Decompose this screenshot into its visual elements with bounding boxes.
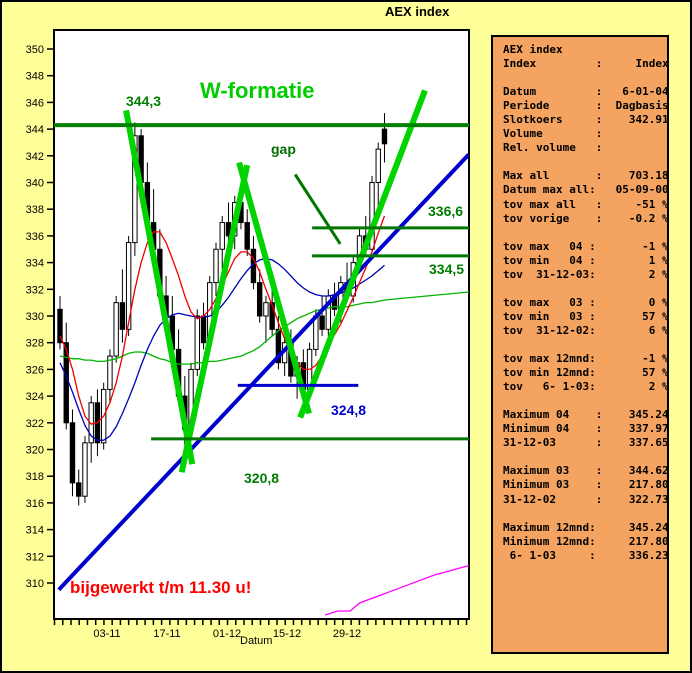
panel-line: Maximum 12mnd: 345.24 [503,520,669,534]
panel-line: Slotkoers : 342.91 [503,113,669,127]
w-formation-line-seg0 [123,109,196,465]
svg-text:350: 350 [26,44,44,56]
panel-line: tov max 04 : -1 % [503,239,669,253]
level-label-344-3: 344,3 [126,93,162,109]
y-axis: 350 348 346 344 342 340 338 336 334 332 330 328 326 3… [26,44,54,590]
w-formation-line-seg2 [236,161,312,415]
w-formation-line-seg1 [178,164,251,473]
svg-text:29-12: 29-12 [333,628,361,640]
panel-line: tov max 12mnd: -1 % [503,352,669,366]
panel-line [503,71,667,85]
svg-text:342: 342 [26,151,44,163]
level-label-320-8: 320,8 [244,470,280,486]
panel-line: tov 6- 1-03: 2 % [503,380,669,394]
panel-line: tov min 03 : 57 % [503,309,669,323]
svg-text:336: 336 [26,231,44,243]
svg-text:01-12: 01-12 [213,628,241,640]
panel-line: tov vorige : -0.2 % [503,211,669,225]
svg-text:330: 330 [26,311,44,323]
panel-line: 31-12-03 : 337.65 [503,436,669,450]
panel-line: tov max 03 : 0 % [503,295,669,309]
plot-area [54,89,469,616]
panel-line: tov min 12mnd: 57 % [503,366,669,380]
panel-line: Minimum 03 : 217.80 [503,478,669,492]
svg-text:318: 318 [26,471,44,483]
svg-text:03-11: 03-11 [93,628,120,640]
panel-line: 31-12-02 : 322.73 [503,492,669,506]
info-panel: AEX index Index : Index Datum : 6-01-04 Pe… [491,35,669,654]
panel-line [503,226,667,240]
updated-note: bijgewerkt t/m 11.30 u! [70,578,252,597]
w-formation-line-seg3 [297,89,428,419]
panel-line [503,394,667,408]
panel-line: Periode : Dagbasis [503,99,669,113]
svg-text:324: 324 [26,391,44,403]
svg-text:17-11: 17-11 [153,628,180,640]
gap-label: gap [271,141,296,157]
svg-text:320: 320 [26,445,44,457]
panel-line: AEX index [503,43,563,56]
panel-line [503,155,667,169]
panel-line: Minimum 04 : 337.97 [503,422,669,436]
panel-line: Rel. volume : [503,141,603,155]
svg-text:344: 344 [26,124,44,136]
panel-line: Minimum 12mnd: 217.80 [503,534,669,548]
panel-line: tov min 04 : 1 % [503,253,669,267]
ma-green-line [59,291,469,365]
svg-text:340: 340 [26,178,44,190]
svg-text:334: 334 [26,258,44,270]
panel-line: 6- 1-03 : 336.23 [503,548,669,562]
panel-line: Max all : 703.18 [503,169,669,183]
magenta-indicator-line [325,564,469,616]
panel-line: Maximum 04 : 345.24 [503,408,669,422]
level-label-336-6: 336,6 [428,203,464,219]
panel-line [503,282,667,296]
x-axis-title: Datum [240,635,273,647]
level-label-334-5: 334,5 [429,261,465,277]
svg-text:348: 348 [26,71,44,83]
svg-text:346: 346 [26,97,44,109]
panel-line: Datum : 6-01-04 [503,85,669,99]
panel-line: tov 31-12-02: 6 % [503,323,669,337]
panel-line: tov 31-12-03: 2 % [503,267,669,281]
svg-text:328: 328 [26,338,44,350]
svg-text:312: 312 [26,551,44,563]
panel-line: Maximum 03 : 344.62 [503,464,669,478]
level-label-324-8: 324,8 [331,402,367,418]
svg-text:322: 322 [26,418,44,430]
gap-pointer-line [293,173,342,245]
svg-text:314: 314 [26,525,44,537]
panel-line: Datum max all: 05-09-00 [503,183,669,197]
svg-text:332: 332 [26,284,44,296]
svg-text:326: 326 [26,364,44,376]
ma-blue-line [59,257,385,441]
chart-title: AEX index [385,4,450,19]
x-axis: 03-11 17-11 01-12 15-12 29-12 [53,619,468,640]
panel-line: Volume : [503,127,603,141]
panel-line [503,507,667,521]
svg-text:15-12: 15-12 [273,628,301,640]
panel-line [503,450,667,464]
panel-line: Index : Index [503,57,669,71]
svg-text:310: 310 [26,578,44,590]
panel-line [503,338,667,352]
w-formation-label: W-formatie [200,78,315,103]
panel-line: tov max all : -51 % [503,197,669,211]
svg-text:338: 338 [26,204,44,216]
svg-text:316: 316 [26,498,44,510]
